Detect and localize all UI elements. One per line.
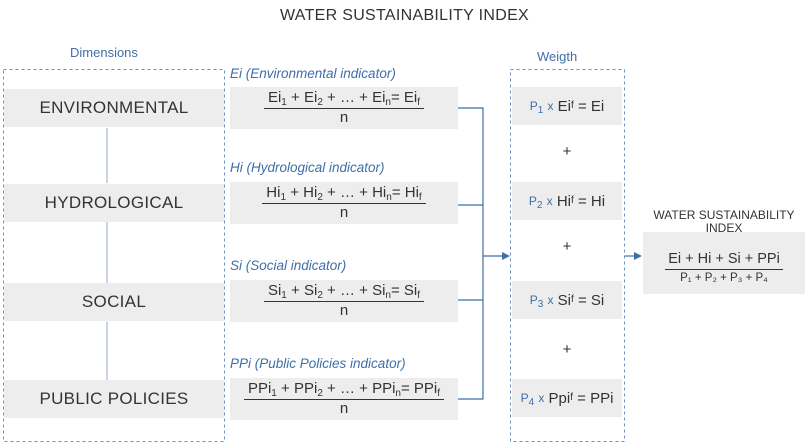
final-index-formula: Ei + Hi + Si + PPi P₁ + P₂ + P₃ + P₄ bbox=[643, 232, 805, 294]
plus-sign: + bbox=[562, 341, 572, 358]
final-index-title: WATER SUSTAINABILITY INDEX bbox=[653, 208, 795, 235]
weight-p1: P1 x Eif = Ei 1 bbox=[512, 87, 622, 125]
formula-denominator: n bbox=[339, 109, 349, 126]
formula-ei: Ei1 + Ei2 + … + Ein= Eif n bbox=[230, 87, 458, 129]
arrowhead-weights bbox=[502, 252, 510, 260]
dimensions-label: Dimensions bbox=[70, 45, 138, 60]
formula-hi: Hi1 + Hi2 + … + Hin= Hif n bbox=[230, 182, 458, 224]
formula-numerator: Hi1 + Hi2 + … + Hin= Hif bbox=[262, 184, 426, 204]
indicator-label-hi: Hi (Hydrological indicator) bbox=[230, 160, 385, 175]
indicator-label-ei: Ei (Environmental indicator) bbox=[230, 66, 396, 81]
dimensions-group-border bbox=[3, 69, 225, 442]
formula-denominator: n bbox=[339, 204, 349, 221]
dimension-name: HYDROLOGICAL bbox=[44, 193, 184, 212]
formula-numerator: PPi1 + PPi2 + … + PPin= PPif bbox=[243, 380, 445, 400]
dimension-name: ENVIRONMENTAL bbox=[39, 98, 189, 117]
dimension-social: SOCIAL bbox=[4, 283, 224, 321]
final-numerator: Ei + Hi + Si + PPi bbox=[665, 251, 783, 270]
dimension-name: SOCIAL bbox=[81, 292, 147, 311]
formula-si: Si1 + Si2 + … + Sin= Sif n bbox=[230, 280, 458, 322]
plus-sign: + bbox=[562, 143, 572, 160]
arrowhead-final bbox=[634, 252, 642, 260]
indicator-label-ppi: PPi (Public Policies indicator) bbox=[230, 356, 406, 371]
dimension-hydrological: HYDROLOGICAL bbox=[4, 184, 224, 222]
weight-label: Weigth bbox=[537, 49, 578, 64]
formula-numerator: Ei1 + Ei2 + … + Ein= Eif bbox=[263, 89, 425, 109]
collector-bracket bbox=[458, 107, 484, 400]
weight-group-border bbox=[510, 69, 625, 442]
final-denominator: P₁ + P₂ + P₃ + P₄ bbox=[680, 271, 768, 284]
dimension-public-policies: PUBLIC POLICIES bbox=[4, 380, 224, 418]
indicator-label-si: Si (Social indicator) bbox=[230, 258, 347, 273]
dimension-name: PUBLIC POLICIES bbox=[39, 389, 189, 408]
weight-p2: P2 x Hif = Hi 2 bbox=[512, 182, 622, 220]
formula-denominator: n bbox=[339, 400, 349, 417]
formula-denominator: n bbox=[339, 302, 349, 319]
formula-ppi: PPi1 + PPi2 + … + PPin= PPif n bbox=[230, 378, 458, 420]
weight-p3: P3 x Sif = Si 3 bbox=[512, 281, 622, 319]
dimension-environmental: ENVIRONMENTAL bbox=[4, 89, 224, 127]
plus-sign: + bbox=[562, 238, 572, 255]
formula-numerator: Si1 + Si2 + … + Sin= Sif bbox=[263, 282, 425, 302]
page-title: WATER SUSTAINABILITY INDEX bbox=[279, 7, 530, 24]
